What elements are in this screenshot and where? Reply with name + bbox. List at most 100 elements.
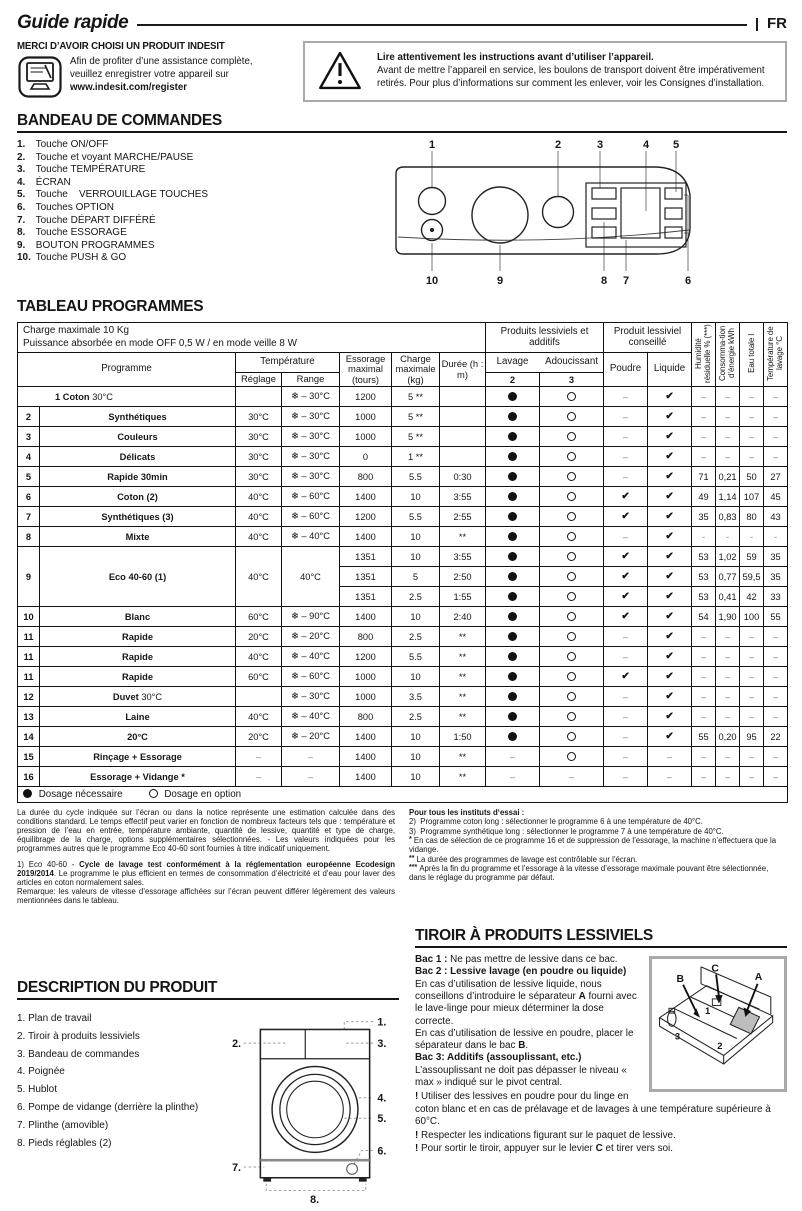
program-row: 16 Essorage + Vidange * – –1400 10 ** – – – – – – – – bbox=[17, 766, 789, 787]
machine-callout: 3. bbox=[377, 1038, 386, 1050]
panel-callout: 4 bbox=[643, 139, 650, 151]
detergent-drawer-diagram: A B C 1 2 3 bbox=[649, 956, 787, 1093]
warning-body-text: Avant de mettre l’appareil en service, l… bbox=[377, 65, 765, 89]
language-badge: FR bbox=[767, 14, 787, 32]
controls-list: 1. Touche ON/OFF 2. Touche et voyant MARC… bbox=[17, 133, 379, 290]
controls-list-item: 2. Touche et voyant MARCHE/PAUSE bbox=[17, 151, 194, 163]
controls-section-title: BANDEAU DE COMMANDES bbox=[17, 112, 787, 133]
col-compartment-3: 3 bbox=[539, 372, 605, 387]
col-duree: Durée (h : m) bbox=[438, 352, 487, 387]
panel-callout: 7 bbox=[623, 275, 629, 287]
program-row: 8 Mixte 40°C ❄ – 40°C 1400 10 ** – ✔ - - - - bbox=[17, 526, 789, 547]
controls-list-item: 1. Touche ON/OFF bbox=[17, 139, 109, 150]
col-essorage: Essorage maximal (tours) bbox=[339, 352, 392, 387]
drawer-warning: ! Utiliser des lessives en poudre pour d… bbox=[415, 1091, 771, 1128]
col-conseille: Produit lessiviel conseillé bbox=[603, 322, 693, 353]
product-description-section: DESCRIPTION DU PRODUIT 1. Plan de travai… bbox=[17, 927, 399, 1211]
test-institute-note: * En cas de sélection de ce programme 16… bbox=[409, 836, 777, 855]
col-produits: Produits lessiviels et additifs bbox=[485, 322, 605, 353]
cycle-duration-note: La durée du cycle indiquée sur l’écran o… bbox=[17, 808, 395, 854]
panel-callout: 1 bbox=[429, 139, 435, 151]
test-institute-note: 2) Programme coton long : sélectionner l… bbox=[409, 817, 703, 827]
controls-row: 1. Touche ON/OFF 2. Touche et voyant MARC… bbox=[17, 133, 787, 290]
col-range: Range bbox=[281, 372, 340, 387]
controls-list-item: 10. Touche PUSH & GO bbox=[17, 252, 127, 264]
control-panel-diagram: 1 2 3 4 5 10 9 8 7 6 bbox=[383, 135, 723, 290]
controls-list-item: 9. BOUTON PROGRAMMES bbox=[17, 239, 155, 251]
drawer-paragraph: Bac 3: Additifs (assouplissant, etc.) bbox=[415, 1052, 582, 1064]
thanks-block: MERCI D’AVOIR CHOISI UN PRODUIT INDESIT … bbox=[17, 41, 291, 102]
program-row: 11 Rapide 40°C ❄ – 40°C 1200 5.5 ** – ✔ – – – – bbox=[17, 646, 789, 667]
drawer-paragraph: L’assouplissant ne doit pas dépasser le … bbox=[415, 1064, 627, 1088]
bottom-region: DESCRIPTION DU PRODUIT 1. Plan de travai… bbox=[17, 927, 787, 1211]
machine-callout: 7. bbox=[232, 1162, 241, 1174]
drawer-paragraph: En cas d’utilisation de lessive liquide,… bbox=[415, 978, 637, 1027]
machine-callout: 2. bbox=[232, 1038, 241, 1050]
panel-callout: 10 bbox=[426, 275, 438, 287]
program-row: 7 Synthétiques (3) 40°C ❄ – 60°C 1200 5.5 2:55… bbox=[17, 506, 789, 527]
description-list: 1. Plan de travail 2. Tiroir à produits l… bbox=[17, 1008, 231, 1211]
page-header: Guide rapide FR bbox=[17, 12, 787, 34]
program-row: 1351 2.5 1:55 ✔ ✔ 53 0,41 42 33 bbox=[18, 586, 789, 607]
footnotes-right: Pour tous les instituts d‘essai : 2) Pro… bbox=[409, 808, 787, 905]
panel-callout: 9 bbox=[497, 275, 503, 287]
drawer-paragraph: En cas d’utilisation de lessive en poudr… bbox=[415, 1027, 634, 1052]
program-row: 15 Rinçage + Essorage – –1400 10 ** – – – – – – – bbox=[17, 746, 789, 767]
test-institute-note: 3) Programme synthétique long : sélectio… bbox=[409, 826, 724, 836]
description-list-item: 2. Tiroir à produits lessiviels bbox=[17, 1030, 140, 1042]
drawer-label: A bbox=[755, 972, 763, 983]
program-row: 12 Duvet 30°C ❄ – 30°C 1000 3.5 ** – ✔ – – – – bbox=[17, 686, 789, 707]
page-title: Guide rapide bbox=[17, 12, 129, 33]
program-row: 6 Coton (2) 40°C ❄ – 60°C 1400 10 3:55 ✔ ✔ 49 1,14… bbox=[17, 486, 789, 507]
panel-callout: 5 bbox=[673, 139, 679, 151]
description-list-item: 5. Hublot bbox=[17, 1084, 58, 1096]
drawer-paragraph: Bac 2 : Lessive lavage (en poudre ou liq… bbox=[415, 966, 627, 978]
drawer-warning: ! Pour sortir le tiroir, appuyer sur le … bbox=[415, 1143, 673, 1155]
drawer-paragraphs: Bac 1 : Ne pas mettre de lessive dans ce… bbox=[415, 954, 787, 1089]
warning-triangle-icon bbox=[317, 49, 363, 95]
machine-callout: 4. bbox=[377, 1093, 386, 1105]
programs-table: Charge maximale 10 Kg Puissance absorbée… bbox=[16, 322, 789, 803]
footnotes: La durée du cycle indiquée sur l’écran o… bbox=[17, 808, 787, 905]
warning-bold-line: Lire attentivement les instructions avan… bbox=[377, 52, 654, 64]
program-row: 1 Coton 30°C ❄ – 30°C 1200 5 ** – ✔ – – – – bbox=[17, 386, 789, 407]
program-row: 1351 5 2:50 ✔ ✔ 53 0,77 59,5 35 bbox=[18, 566, 789, 587]
description-list-item: 8. Pieds réglables (2) bbox=[17, 1137, 112, 1149]
test-institute-note: ** La durée des programmes de lavage est… bbox=[409, 854, 638, 864]
machine-callout: 1. bbox=[377, 1017, 386, 1029]
controls-list-item: 4. ÉCRAN bbox=[17, 176, 71, 188]
test-institutes-items: 2) Programme coton long : sélectionner l… bbox=[409, 817, 787, 882]
program-row: 14 20°C 20°C ❄ – 20°C 1400 10 1:50– ✔ 55 0,20 95 22 bbox=[17, 726, 789, 747]
description-list-item: 4. Poignée bbox=[17, 1066, 65, 1078]
machine-callout: 8. bbox=[310, 1194, 319, 1206]
footnotes-left: La durée du cycle indiquée sur l’écran o… bbox=[17, 808, 395, 905]
test-institute-note: *** Après la fin du programme et l’essor… bbox=[409, 864, 769, 883]
panel-callout: 3 bbox=[597, 139, 603, 151]
table-load-header: Charge maximale 10 Kg Puissance absorbée… bbox=[16, 322, 487, 353]
drawer-label: C bbox=[711, 964, 719, 975]
washing-machine-diagram: 1. 2. 3. 4. 5. 6. 7. 8. bbox=[231, 1008, 399, 1211]
panel-callout: 6 bbox=[685, 275, 691, 287]
machine-callout: 5. bbox=[377, 1113, 386, 1125]
program-row: 11 Rapide 60°C ❄ – 60°C 1000 10 ** ✔ ✔ – – – – bbox=[17, 666, 789, 687]
program-row: 9 Eco 40-60 (1) 40°C 40°C 1351 10 3:55 ✔ ✔ 53 1,02… bbox=[17, 546, 789, 607]
test-institutes-heading: Pour tous les instituts d‘essai : bbox=[409, 808, 525, 817]
description-list-item: 1. Plan de travail bbox=[17, 1013, 92, 1025]
register-line: Afin de profiter d’une assistance complè… bbox=[70, 56, 253, 67]
program-row: 11 Rapide 20°C ❄ – 20°C 800 2.5 ** – ✔ – – – – bbox=[17, 626, 789, 647]
program-row: 10 Blanc 60°C ❄ – 90°C 1400 10 2:40 ✔ ✔ 54 1,90 100… bbox=[17, 606, 789, 627]
col-humidite: Humidité résiduelle % (***) bbox=[691, 322, 717, 387]
register-url: www.indesit.com/register bbox=[70, 81, 187, 93]
drawer-compartment: 1 bbox=[705, 1005, 710, 1016]
col-charge: Charge maximale (kg) bbox=[391, 352, 440, 387]
col-reglage: Réglage bbox=[235, 372, 282, 387]
panel-callout: 2 bbox=[555, 139, 561, 151]
description-section-title: DESCRIPTION DU PRODUIT bbox=[17, 979, 399, 1001]
program-row: 13 Laine 40°C ❄ – 40°C 800 2.5 ** – ✔ – – – – bbox=[17, 706, 789, 727]
controls-list-item: 6. Touches OPTION bbox=[17, 201, 114, 213]
drawer-compartment: 3 bbox=[675, 1031, 680, 1042]
col-eau: Eau totale l bbox=[739, 322, 765, 387]
description-list-item: 3. Bandeau de commandes bbox=[17, 1048, 140, 1060]
drawer-section-title: TIROIR À PRODUITS LESSIVIELS bbox=[415, 927, 787, 949]
drawer-compartment: 2 bbox=[717, 1040, 722, 1051]
